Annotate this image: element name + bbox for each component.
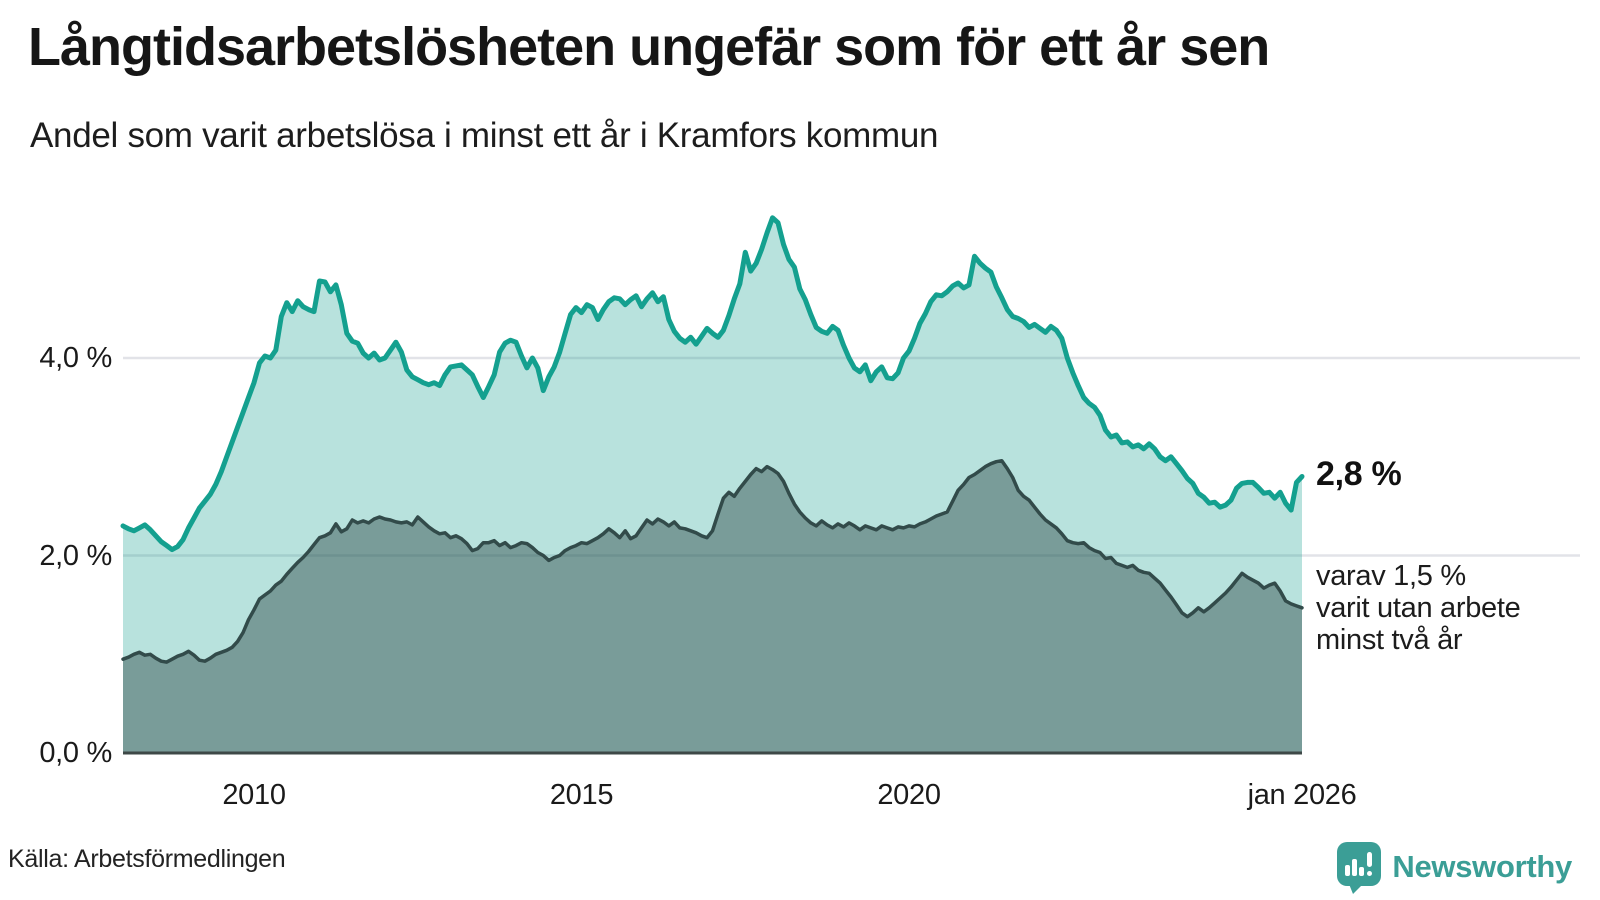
annotation-line: varav 1,5 % — [1316, 559, 1466, 592]
source-caption: Källa: Arbetsförmedlingen — [8, 845, 286, 873]
series-minst-ett-ar-area — [123, 217, 1302, 754]
page-title: Långtidsarbetslösheten ungefär som för e… — [28, 17, 1270, 77]
x-tick-label: jan 2026 — [1247, 779, 1357, 811]
x-tick-label: 2010 — [222, 779, 286, 811]
x-tick-label: 2020 — [877, 779, 941, 811]
page-subtitle: Andel som varit arbetslösa i minst ett å… — [30, 116, 939, 155]
annotation-line: minst två år — [1316, 623, 1463, 656]
annotation-line: varit utan arbete — [1316, 591, 1521, 624]
x-tick-label: 2015 — [549, 779, 614, 811]
chart-series — [120, 215, 1305, 754]
series-minst-tva-ar-line — [121, 458, 1304, 664]
newsworthy-branding: Newsworthy — [1336, 838, 1572, 896]
series-minst-ett-ar-line — [120, 215, 1305, 553]
y-tick-label: 0,0 % — [39, 737, 112, 769]
y-tick-label: 4,0 % — [39, 342, 112, 374]
newsworthy-wordmark: Newsworthy — [1392, 849, 1572, 884]
series-minst-tva-ar-area — [123, 460, 1302, 753]
y-tick-label: 2,0 % — [39, 539, 112, 572]
secondary-series-annotation: varav 1,5 % varit utan arbete minst två år — [1316, 559, 1521, 656]
bar-chart-speech-bubble-icon — [1337, 842, 1382, 894]
latest-value-label: 2,8 % — [1316, 454, 1402, 493]
